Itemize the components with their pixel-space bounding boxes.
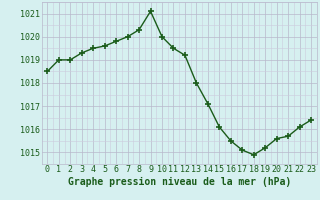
X-axis label: Graphe pression niveau de la mer (hPa): Graphe pression niveau de la mer (hPa) (68, 177, 291, 187)
